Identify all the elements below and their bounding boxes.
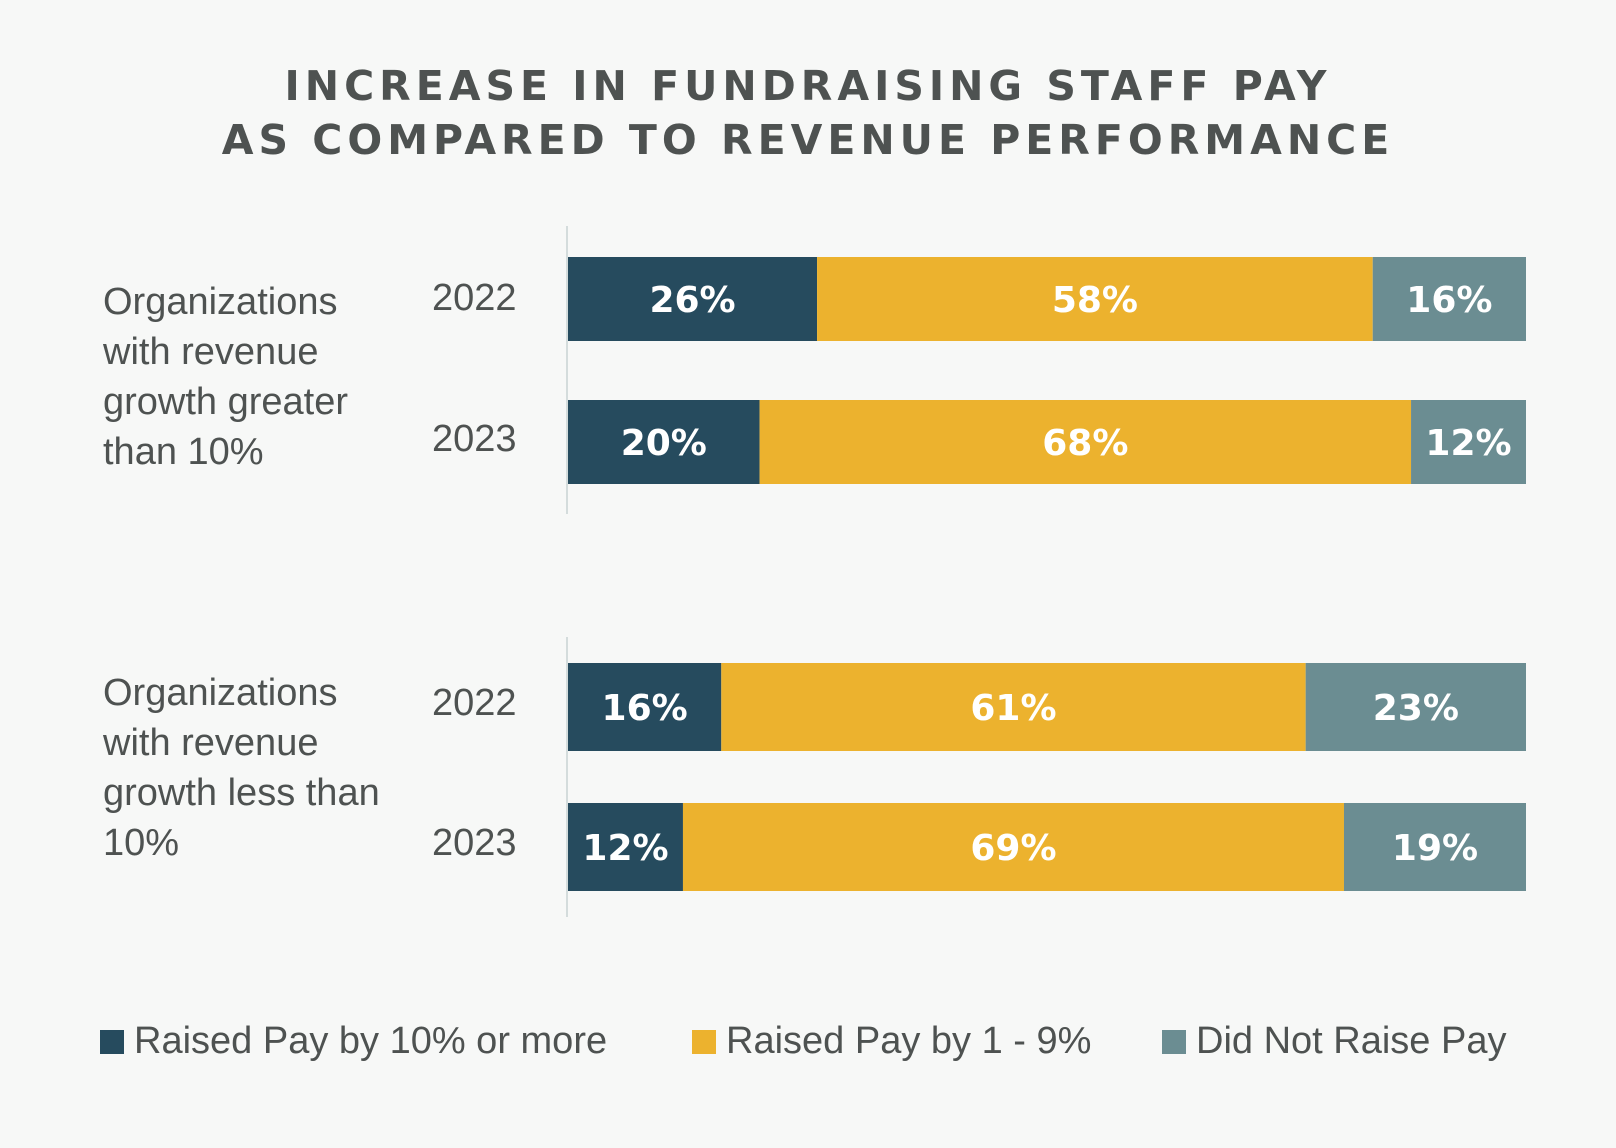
data-label-did-not-raise-2023: 19%	[1392, 828, 1478, 869]
axis-line	[566, 637, 568, 917]
bar-segment-did-not-raise-2022	[1372, 257, 1526, 341]
group-label-growth-greater: Organizations with revenue growth greate…	[103, 281, 349, 473]
bar-segment-did-not-raise-2022	[1305, 663, 1526, 751]
data-label-raised-1-9-2023: 68%	[1042, 423, 1128, 464]
legend-label: Raised Pay by 10% or more	[134, 1020, 608, 1062]
data-label-raised-10-plus-2023: 12%	[582, 828, 668, 869]
chart-title-line-2: AS COMPARED TO REVENUE PERFORMANCE	[221, 116, 1395, 164]
legend-label: Did Not Raise Pay	[1196, 1020, 1507, 1062]
data-label-raised-10-plus-2022: 16%	[602, 688, 688, 729]
data-label-raised-1-9-2023: 69%	[970, 828, 1056, 869]
bar-segment-raised-10-plus-2023	[568, 803, 683, 891]
legend-item: Raised Pay by 1 - 9%	[692, 1020, 1091, 1063]
legend-swatch-did-not-raise	[1162, 1029, 1186, 1054]
legend-item: Did Not Raise Pay	[1162, 1020, 1506, 1063]
bar-segment-raised-1-9-2023	[759, 400, 1412, 484]
year-label-2023: 2023	[432, 822, 517, 864]
axis-line	[566, 226, 568, 514]
group-label-growth-less: Organizations with revenue growth less t…	[103, 672, 380, 864]
legend-item: Raised Pay by 10% or more	[100, 1020, 607, 1063]
data-label-did-not-raise-2022: 16%	[1406, 280, 1492, 321]
bar-segment-raised-1-9-2022	[721, 663, 1306, 751]
legend-swatch-raised-1-9	[692, 1029, 716, 1054]
legend-label: Raised Pay by 1 - 9%	[726, 1020, 1092, 1062]
data-label-raised-1-9-2022: 61%	[970, 688, 1056, 729]
legend: Raised Pay by 10% or more Raised Pay by …	[100, 1020, 1540, 1070]
year-label-2022: 2022	[432, 682, 517, 724]
bar-segment-raised-10-plus-2022	[568, 663, 722, 751]
bar-segment-raised-10-plus-2023	[568, 400, 760, 484]
bar-segment-raised-10-plus-2022	[568, 257, 818, 341]
bar-segment-raised-1-9-2023	[682, 803, 1344, 891]
bar-segment-did-not-raise-2023	[1411, 400, 1526, 484]
bar-segment-raised-1-9-2022	[817, 257, 1373, 341]
data-label-did-not-raise-2022: 23%	[1373, 688, 1459, 729]
chart-title-line-1: INCREASE IN FUNDRAISING STAFF PAY	[284, 62, 1332, 110]
bar-segment-did-not-raise-2023	[1343, 803, 1526, 891]
year-label-2023: 2023	[432, 418, 517, 460]
year-label-2022: 2022	[432, 277, 517, 319]
data-label-did-not-raise-2023: 12%	[1425, 423, 1511, 464]
data-label-raised-1-9-2022: 58%	[1052, 280, 1138, 321]
data-label-raised-10-plus-2022: 26%	[649, 280, 735, 321]
legend-swatch-raised-10-plus	[100, 1029, 124, 1054]
data-label-raised-10-plus-2023: 20%	[621, 423, 707, 464]
